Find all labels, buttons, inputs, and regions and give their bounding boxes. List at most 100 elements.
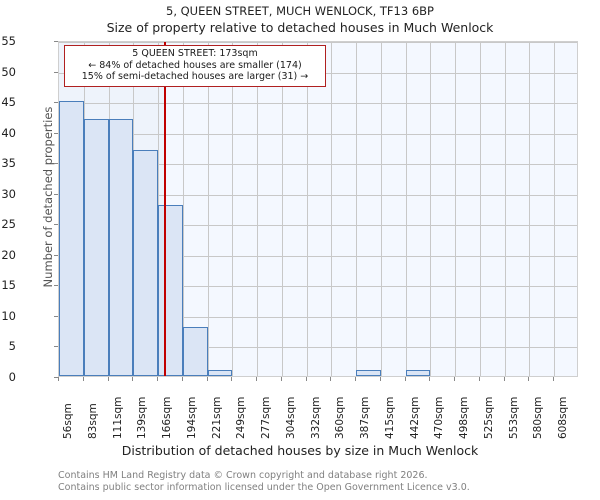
x-tick-label-text: 387sqm xyxy=(359,396,372,439)
x-tick-label: 498sqm xyxy=(458,383,470,439)
y-tick-mark xyxy=(54,285,58,287)
y-tick-label: 55 xyxy=(1,34,16,48)
x-tick-label: 277sqm xyxy=(260,383,272,439)
x-tick-label: 304sqm xyxy=(285,383,297,439)
x-tick-label: 387sqm xyxy=(359,383,371,439)
histogram-bar xyxy=(83,119,109,376)
y-tick-mark xyxy=(54,132,58,134)
y-tick-label: 10 xyxy=(1,308,16,323)
y-tick-label: 20 xyxy=(1,247,16,262)
annotation-line-1: 5 QUEEN STREET: 173sqm xyxy=(132,48,258,59)
y-tick-label: 40 xyxy=(1,125,16,140)
x-tick-label: 249sqm xyxy=(235,383,247,439)
x-tick-label: 166sqm xyxy=(161,383,173,439)
histogram-bar xyxy=(207,369,233,376)
property-annotation-box: 5 QUEEN STREET: 173sqm ← 84% of detached… xyxy=(64,45,326,87)
x-tick-label-text: 249sqm xyxy=(235,396,248,439)
y-tick-mark xyxy=(54,224,58,226)
y-tick-label: 15 xyxy=(1,278,16,293)
gridline-vertical xyxy=(208,42,209,376)
gridline-horizontal xyxy=(59,164,577,166)
y-tick-label: 0 xyxy=(8,370,16,384)
histogram-bar xyxy=(182,327,208,376)
gridline-horizontal xyxy=(59,225,577,227)
x-tick-label-text: 304sqm xyxy=(284,396,297,439)
y-tick-mark xyxy=(54,193,58,195)
y-tick-mark xyxy=(54,346,58,348)
x-tick-label-text: 498sqm xyxy=(458,396,471,439)
x-tick-label: 139sqm xyxy=(136,383,148,439)
x-tick-label-text: 525sqm xyxy=(482,396,495,439)
x-tick-label-text: 83sqm xyxy=(86,403,99,439)
x-tick-mark xyxy=(182,377,183,381)
footer-line-2: Contains public sector information licen… xyxy=(58,481,470,493)
x-tick-label-text: 332sqm xyxy=(309,396,322,439)
gridline-horizontal xyxy=(59,286,577,288)
x-tick-mark xyxy=(528,377,529,381)
gridline-horizontal xyxy=(59,316,577,318)
x-tick-mark xyxy=(504,377,505,381)
x-tick-label-text: 553sqm xyxy=(507,396,520,439)
gridline-vertical xyxy=(480,42,481,376)
y-tick-mark xyxy=(54,163,58,165)
gridline-vertical xyxy=(381,42,382,376)
x-tick-label: 360sqm xyxy=(334,383,346,439)
gridline-vertical xyxy=(406,42,407,376)
gridline-vertical xyxy=(505,42,506,376)
x-tick-label: 83sqm xyxy=(87,383,99,439)
x-tick-label-text: 608sqm xyxy=(557,396,570,439)
y-tick-mark xyxy=(54,254,58,256)
footer-line-1: Contains HM Land Registry data © Crown c… xyxy=(58,470,428,481)
y-tick-label: 30 xyxy=(1,186,16,201)
y-tick-mark xyxy=(54,377,58,378)
property-size-marker-line xyxy=(164,42,167,376)
gridline-horizontal xyxy=(59,255,577,257)
gridline-vertical xyxy=(356,42,357,376)
x-tick-label: 525sqm xyxy=(483,383,495,439)
x-tick-label: 608sqm xyxy=(557,383,569,439)
x-tick-label-text: 442sqm xyxy=(408,396,421,439)
gridline-horizontal xyxy=(59,42,577,43)
x-tick-label-text: 221sqm xyxy=(210,396,223,439)
x-tick-mark xyxy=(58,377,59,381)
x-tick-label: 553sqm xyxy=(508,383,520,439)
x-tick-label-text: 166sqm xyxy=(161,396,174,439)
x-tick-mark xyxy=(256,377,257,381)
x-axis-title: Distribution of detached houses by size … xyxy=(121,443,479,458)
gridline-vertical xyxy=(455,42,456,376)
histogram-bar xyxy=(356,369,381,376)
histogram-bar xyxy=(405,369,431,376)
gridline-vertical xyxy=(183,42,184,376)
gridline-horizontal xyxy=(59,103,577,105)
x-tick-label-text: 194sqm xyxy=(185,396,198,439)
x-tick-label: 221sqm xyxy=(211,383,223,439)
x-tick-label-text: 580sqm xyxy=(532,396,545,439)
gridline-vertical xyxy=(331,42,332,376)
gridline-vertical xyxy=(232,42,233,376)
gridline-vertical xyxy=(257,42,258,376)
plot-right-shaded-region xyxy=(164,42,577,376)
x-tick-mark xyxy=(479,377,480,381)
x-tick-label-text: 360sqm xyxy=(334,396,347,439)
x-tick-mark xyxy=(132,377,133,381)
histogram-bar xyxy=(108,119,134,376)
y-tick-label: 50 xyxy=(1,64,16,79)
y-tick-label: 5 xyxy=(8,339,16,354)
x-tick-label-text: 277sqm xyxy=(260,396,273,439)
x-tick-mark xyxy=(429,377,430,381)
x-tick-label-text: 139sqm xyxy=(136,396,149,439)
annotation-line-3: 15% of semi-detached houses are larger (… xyxy=(81,71,309,82)
x-tick-mark xyxy=(380,377,381,381)
gridline-vertical xyxy=(529,42,530,376)
x-tick-mark xyxy=(83,377,84,381)
x-tick-mark xyxy=(330,377,331,381)
y-tick-label: 25 xyxy=(1,217,16,232)
histogram-bar xyxy=(59,101,84,376)
plot-area xyxy=(58,41,578,377)
gridline-horizontal xyxy=(59,133,577,135)
x-tick-label: 332sqm xyxy=(310,383,322,439)
gridline-vertical xyxy=(307,42,308,376)
gridline-vertical xyxy=(430,42,431,376)
x-tick-mark xyxy=(157,377,158,381)
y-tick-mark xyxy=(54,41,58,42)
